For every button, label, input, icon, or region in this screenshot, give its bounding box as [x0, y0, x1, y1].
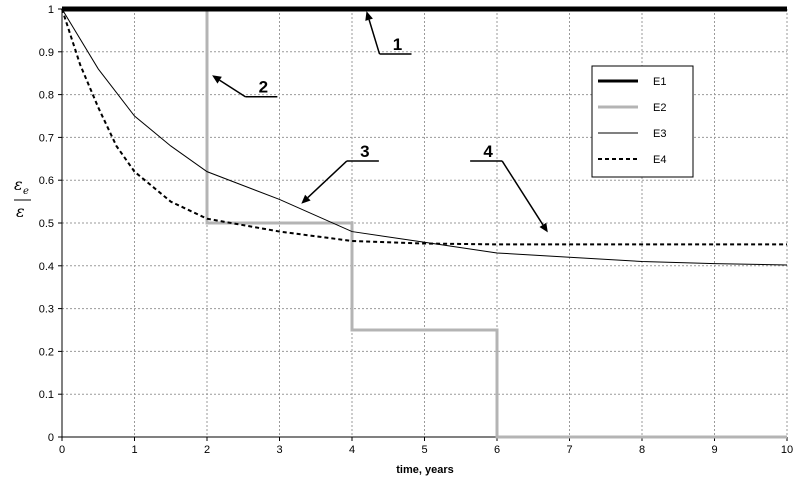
- annotation-arrow-head: [301, 194, 311, 204]
- annotation-4: 4: [470, 142, 548, 233]
- x-tick-label: 2: [204, 444, 210, 456]
- y-tick-label: 0.1: [39, 389, 54, 401]
- annotation-arrow-shaft: [368, 19, 381, 55]
- annotation-arrow-head: [212, 75, 222, 84]
- annotation-arrow-shaft: [307, 160, 348, 199]
- annotation-2: 2: [212, 75, 278, 98]
- legend-label-e4: E4: [653, 154, 666, 166]
- x-tick-label: 9: [711, 444, 717, 456]
- y-tick-label: 0.4: [39, 261, 54, 273]
- annotation-label: 2: [259, 78, 268, 97]
- y-tick-label: 1: [48, 4, 54, 16]
- grid: [62, 8, 788, 437]
- x-tick-label: 5: [421, 444, 427, 456]
- series-line-e3: [61, 8, 788, 266]
- y-tick-label: 0.2: [39, 346, 54, 358]
- annotation-label: 1: [393, 35, 402, 54]
- annotation-3: 3: [301, 142, 379, 204]
- x-tick-label: 0: [59, 444, 65, 456]
- annotations: 1 2 3 4: [212, 11, 548, 233]
- y-tick-label: 0.9: [39, 47, 54, 59]
- annotation-arrow-head: [539, 222, 548, 233]
- x-tick-label: 4: [349, 444, 355, 456]
- legend: E1 E2 E3 E4: [591, 65, 694, 178]
- legend-box: [591, 65, 694, 178]
- annotation-1: 1: [365, 11, 412, 55]
- x-axis-label: time, years: [396, 464, 453, 476]
- x-tick-label: 8: [639, 444, 645, 456]
- y-tick-label: 0.7: [39, 132, 54, 144]
- x-tick-label: 6: [494, 444, 500, 456]
- annotation-arrow-shaft: [219, 79, 246, 98]
- series-line-e2: [62, 7, 787, 439]
- y-tick-label: 0: [48, 432, 54, 444]
- legend-label-e1: E1: [653, 76, 666, 88]
- legend-label-e3: E3: [653, 128, 666, 140]
- tick-labels: 00.10.20.30.40.50.60.70.80.910 1 2 3 4 5 6 7 8 9 1…: [39, 4, 793, 456]
- x-tick-label: 1: [131, 444, 137, 456]
- annotation-label: 4: [483, 142, 493, 161]
- y-axis-label-numerator-sub: e: [23, 186, 29, 197]
- annotation-arrow-head: [365, 11, 373, 21]
- y-tick-label: 0.3: [39, 304, 54, 316]
- y-axis-label-denominator: ε: [16, 202, 25, 221]
- x-tick-label: 7: [566, 444, 572, 456]
- y-tick-label: 0.5: [39, 218, 54, 230]
- y-axis-label: ε e ε: [14, 175, 31, 221]
- y-axis-label-numerator: ε: [14, 175, 23, 194]
- y-tick-label: 0.8: [39, 90, 54, 102]
- x-tick-label: 10: [781, 444, 793, 456]
- annotation-label: 3: [360, 142, 369, 161]
- x-tick-label: 3: [276, 444, 282, 456]
- y-tick-label: 0.6: [39, 175, 54, 187]
- legend-label-e2: E2: [653, 102, 666, 114]
- series-line-e4: [61, 8, 787, 246]
- series-group: [61, 6, 788, 439]
- annotation-arrow-shaft: [501, 160, 544, 226]
